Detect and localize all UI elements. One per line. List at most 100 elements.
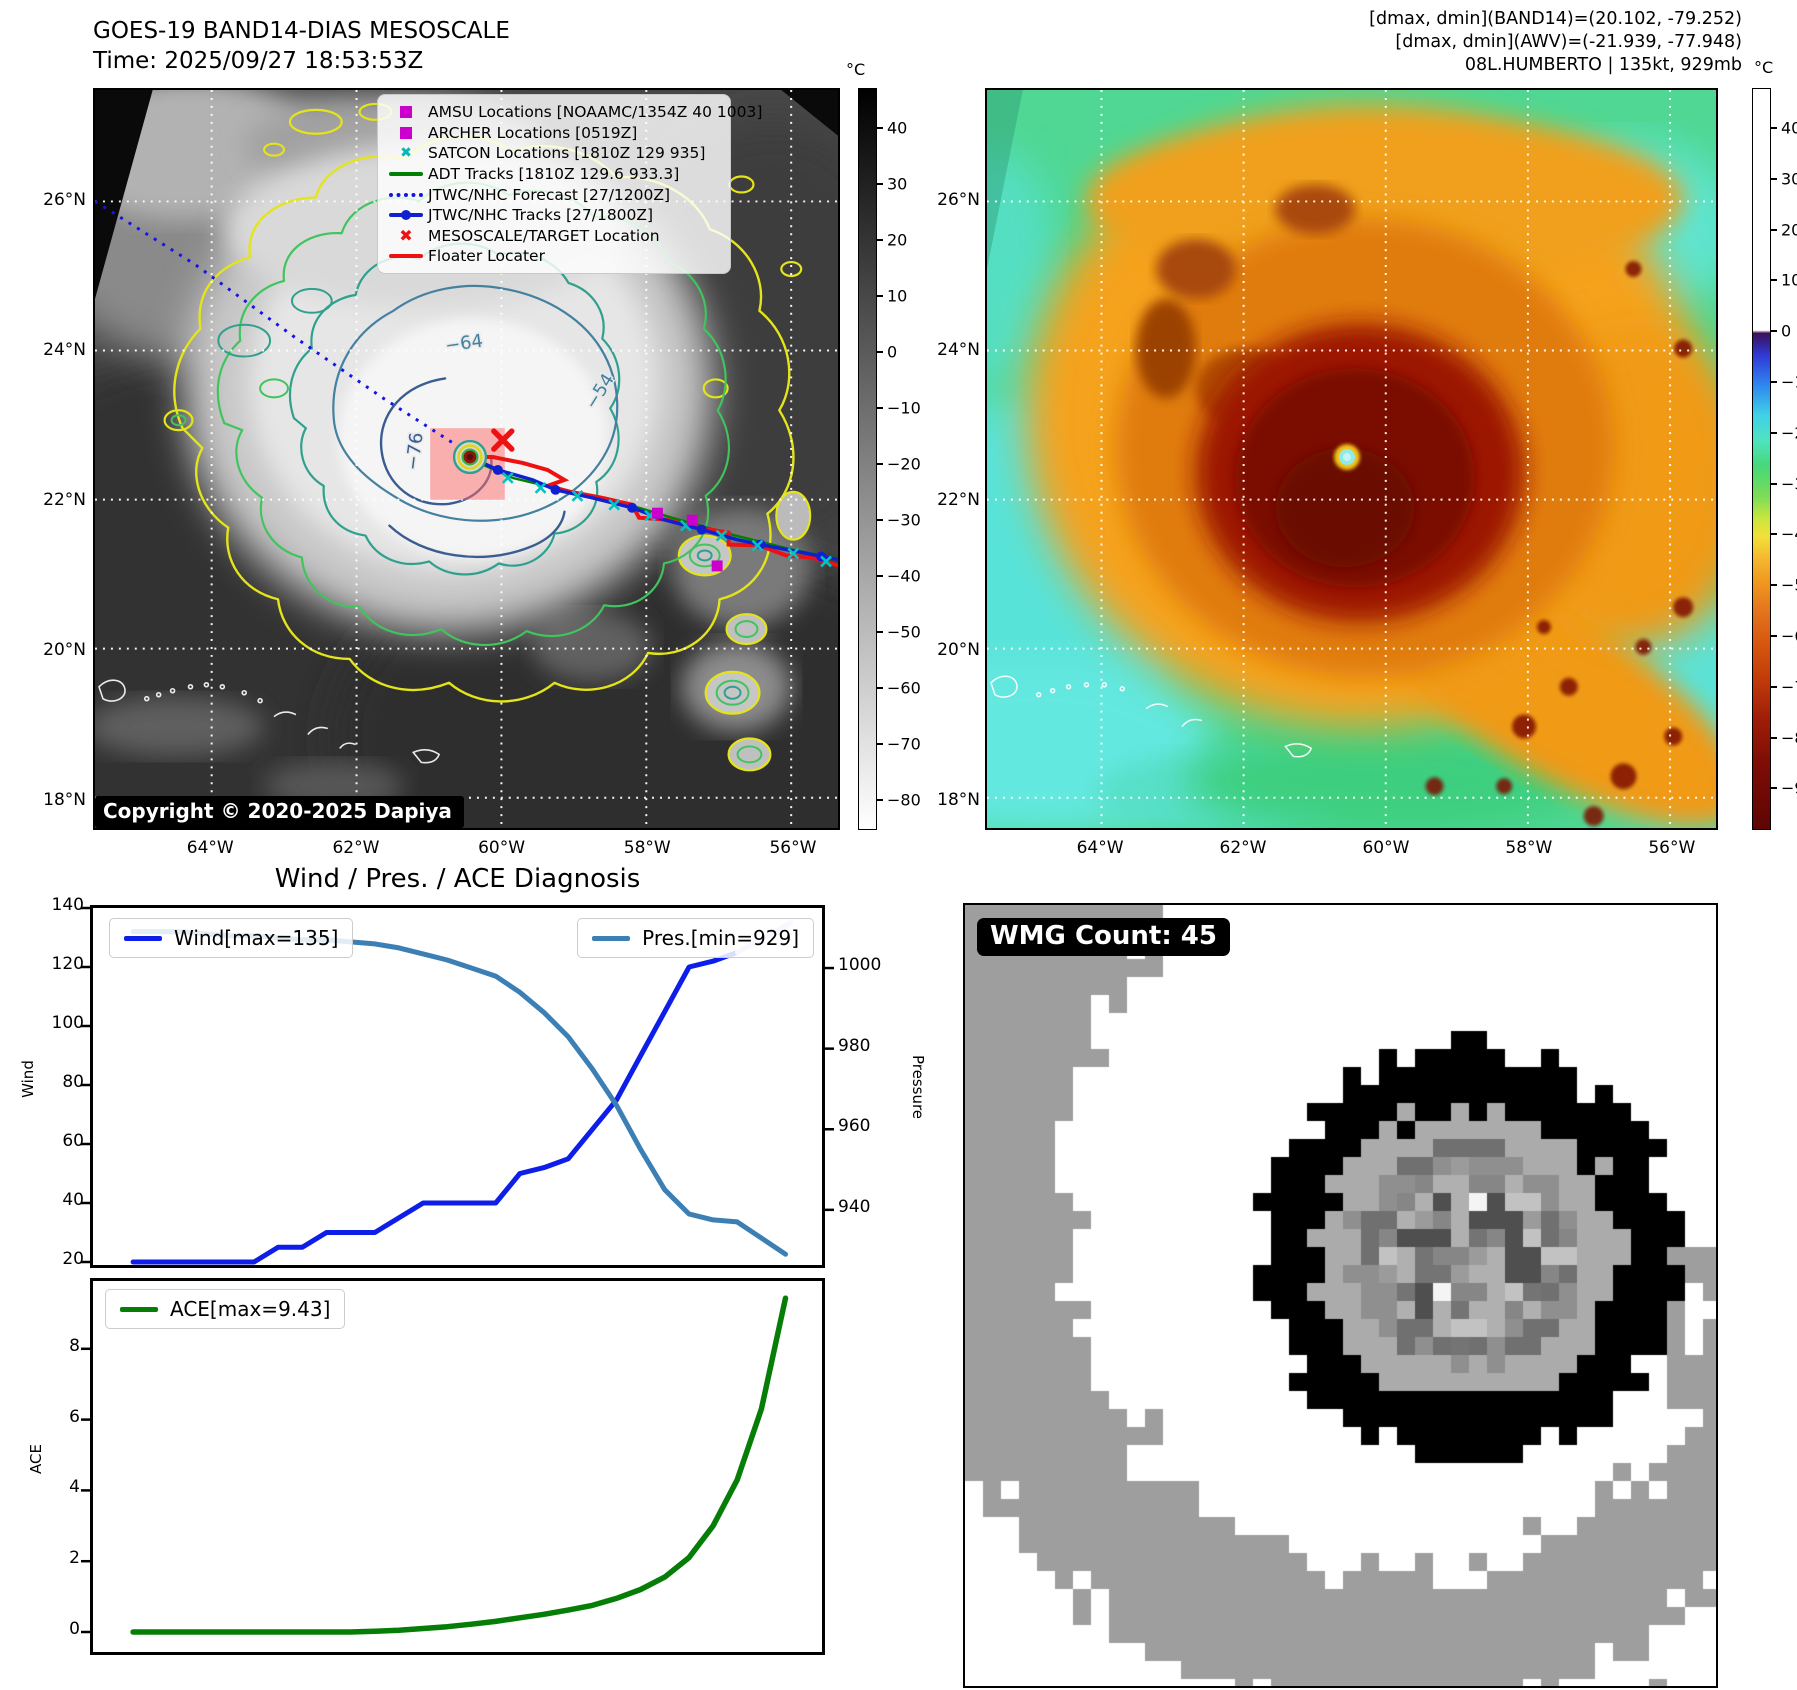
colorbar-ticklabel: −80 xyxy=(1781,728,1797,748)
colorbar-tickmark xyxy=(877,631,883,633)
colorbar-tickmark xyxy=(877,463,883,465)
wind-legend-label: Wind[max=135] xyxy=(174,926,339,950)
hurricane-eye xyxy=(1334,444,1360,470)
lon-label: 64°W xyxy=(1076,838,1124,858)
legend-label: JTWC/NHC Forecast [27/1200Z] xyxy=(428,185,671,204)
awv-header: [dmax, dmin](BAND14)=(20.102, -79.252) [… xyxy=(1100,8,1742,77)
colorbar-tickmark xyxy=(877,799,883,801)
colorbar-tickmark xyxy=(1771,279,1777,282)
colorbar-ticklabel: −30 xyxy=(1781,474,1797,494)
lat-label: 24°N xyxy=(937,339,980,360)
colorbar-tickmark xyxy=(877,239,883,241)
ace-legend-line xyxy=(120,1306,158,1312)
awv-colorbar xyxy=(1752,88,1771,830)
awv-colorbar-ticks: 40 30 20 10 0 −10 −20 −30 −40 −50 −60 −70 −80 −90 xyxy=(1771,88,1797,830)
wmg-pixel-image xyxy=(965,905,1716,1686)
line-legend-marker xyxy=(384,172,428,177)
colorbar-ticklabel: 0 xyxy=(1781,321,1792,341)
band14-colorbar-ticks: 40 30 20 10 0 −10 −20 −30 −40 −50 −60 −70 −80 xyxy=(877,88,937,830)
pressure-legend-label: Pres.[min=929] xyxy=(642,926,799,950)
awv-header-line3: 08L.HUMBERTO | 135kt, 929mb xyxy=(1464,55,1742,75)
colorbar-ticklabel: −20 xyxy=(1781,423,1797,443)
lat-label: 20°N xyxy=(43,639,86,660)
legend-row: ✖ SATCON Locations [1810Z 129 935] xyxy=(384,143,722,164)
wmg-count-badge: WMG Count: 45 xyxy=(977,918,1230,956)
legend-row: ADT Tracks [1810Z 129.6 933.3] xyxy=(384,164,722,185)
wind-pressure-chart: Wind[max=135] Pres.[min=929] xyxy=(81,905,834,1268)
square-legend-marker xyxy=(384,106,428,119)
colorbar-ticklabel: −30 xyxy=(887,510,921,530)
colorbar-ticklabel: −40 xyxy=(887,566,921,586)
contour-teal-scribbles xyxy=(217,287,742,700)
lat-label: 20°N xyxy=(937,639,980,660)
colorbar-ticklabel: 20 xyxy=(1781,220,1797,240)
ace-chart: ACE[max=9.43] xyxy=(81,1278,825,1655)
lon-label: 60°W xyxy=(478,838,526,858)
legend-label: MESOSCALE/TARGET Location xyxy=(428,226,660,245)
colorbar-tickmark xyxy=(877,575,883,577)
colorbar-tickmark xyxy=(877,407,883,409)
line-legend-marker xyxy=(384,254,428,259)
legend-label: ADT Tracks [1810Z 129.6 933.3] xyxy=(428,165,680,184)
contour-yellow xyxy=(173,135,795,703)
island-outlines xyxy=(98,679,441,764)
island-outlines-2 xyxy=(990,675,1313,758)
map1-lon-labels: 64°W 62°W 60°W 58°W 56°W xyxy=(93,838,840,864)
legend-label: ARCHER Locations [0519Z] xyxy=(428,123,638,142)
awv-colorbar-unit: °C xyxy=(1754,58,1774,77)
ace-axis-label: ACE xyxy=(27,1444,45,1474)
lat-label: 22°N xyxy=(937,489,980,510)
colorbar-tickmark xyxy=(1771,381,1777,383)
colorbar-ticklabel: −50 xyxy=(887,622,921,642)
legend-row: ✖ MESOSCALE/TARGET Location xyxy=(384,226,722,247)
lat-label: 22°N xyxy=(43,489,86,510)
lat-label: 26°N xyxy=(937,190,980,211)
wind-axis-label: Wind xyxy=(19,1060,37,1098)
colorbar-ticklabel: 0 xyxy=(887,342,898,362)
legend-label: JTWC/NHC Tracks [27/1800Z] xyxy=(428,206,654,225)
amsu-archer-markers xyxy=(652,507,723,572)
satcon-markers xyxy=(501,472,832,568)
storm-eye-rings xyxy=(452,439,488,475)
diagnosis-title: Wind / Pres. / ACE Diagnosis xyxy=(274,864,641,894)
colorbar-tickmark xyxy=(1771,330,1777,333)
band14-satellite-map: −64 −54 −76 xyxy=(93,88,840,830)
colorbar-tickmark xyxy=(1771,685,1777,688)
contour-green xyxy=(216,181,730,647)
map1-lat-labels: 26°N 24°N 22°N 20°N 18°N xyxy=(30,88,86,830)
lat-label: 26°N xyxy=(43,190,86,211)
legend-label: Floater Locater xyxy=(428,247,545,266)
awv-header-line2: [dmax, dmin](AWV)=(-21.939, -77.948) xyxy=(1395,32,1742,52)
scan-edge-corners xyxy=(95,90,838,299)
colorbar-ticklabel: −20 xyxy=(887,454,921,474)
line-dot-legend-marker xyxy=(384,210,428,221)
colorbar-ticklabel: 30 xyxy=(887,174,908,194)
lon-label: 62°W xyxy=(332,838,380,858)
colorbar-tickmark xyxy=(877,295,883,297)
map1-legend: AMSU Locations [NOAAMC/1354Z 40 1003] ARC… xyxy=(377,94,762,274)
colorbar-ticklabel: 10 xyxy=(1781,270,1797,290)
colorbar-ticklabel: 20 xyxy=(887,230,908,250)
square-legend-marker xyxy=(384,126,428,139)
wind-legend-chip: Wind[max=135] xyxy=(109,918,354,958)
map2-lat-labels: 26°N 24°N 22°N 20°N 18°N xyxy=(920,88,980,830)
wind-axis-ticks: 20 40 60 80 100 120 140 xyxy=(51,895,84,1269)
lat-label: 18°N xyxy=(937,789,980,810)
colorbar-ticklabel: −60 xyxy=(887,678,921,698)
colorbar-tickmark xyxy=(877,127,883,129)
band14-title: GOES-19 BAND14-DIAS MESOSCALE xyxy=(93,18,510,44)
contour-green-blobs xyxy=(170,378,763,764)
mesoscale-target-x xyxy=(491,428,515,452)
colorbar-ticklabel: −40 xyxy=(1781,524,1797,544)
legend-row: AMSU Locations [NOAAMC/1354Z 40 1003] xyxy=(384,102,762,123)
colorbar-tickmark xyxy=(1771,228,1777,231)
colorbar-ticklabel: −80 xyxy=(887,790,921,810)
contour-slate-64 xyxy=(332,284,619,522)
colorbar-tickmark xyxy=(877,351,883,353)
contour-navy-arc xyxy=(388,510,566,559)
band14-time: Time: 2025/09/27 18:53:53Z xyxy=(93,48,424,74)
colorbar-ticklabel: −90 xyxy=(1781,778,1797,798)
colorbar-ticklabel: 40 xyxy=(887,118,908,138)
